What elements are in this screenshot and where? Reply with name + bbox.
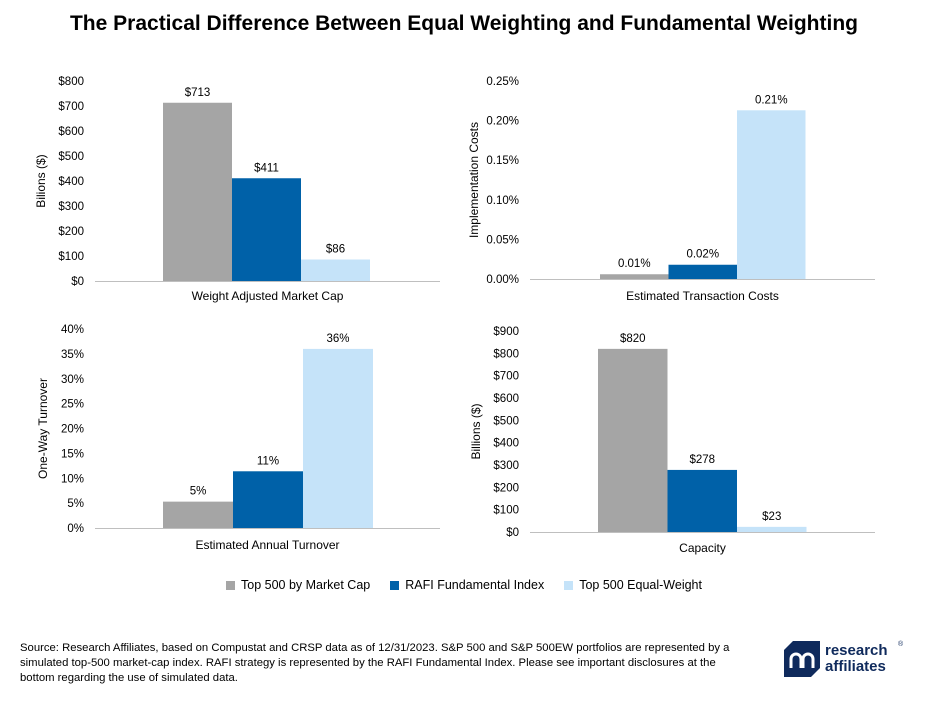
y-tick-label: 35% — [61, 349, 84, 361]
legend-label: Top 500 Equal-Weight — [579, 578, 702, 592]
legend-item-rafi: RAFI Fundamental Index — [390, 578, 544, 592]
y-tick-label: 0% — [67, 523, 84, 535]
data-label: 0.01% — [618, 258, 651, 270]
legend-label: Top 500 by Market Cap — [241, 578, 371, 592]
y-tick-label: $0 — [71, 276, 84, 288]
y-tick-label: $400 — [493, 438, 519, 450]
y-tick-label: 0.15% — [486, 155, 519, 167]
y-tick-label: 25% — [61, 399, 84, 411]
y-tick-label: $500 — [493, 415, 519, 427]
y-axis-label: One-Way Turnover — [36, 378, 50, 479]
bar — [163, 102, 232, 281]
y-tick-label: $800 — [493, 348, 519, 360]
y-axis-label: Billions ($) — [469, 403, 483, 459]
chart-panel-4: $0 $100 $200 $300 $400 $500 $600 $700 $800 $900 $8… — [469, 326, 875, 555]
registered-mark: ® — [898, 641, 904, 648]
y-tick-label: $500 — [58, 151, 84, 163]
x-axis-label: Estimated Transaction Costs — [626, 289, 779, 303]
y-tick-label: $100 — [493, 505, 519, 517]
data-label: 11% — [257, 455, 279, 467]
data-label: 0.21% — [755, 94, 788, 106]
bar — [303, 348, 373, 528]
legend-label: RAFI Fundamental Index — [405, 578, 545, 592]
y-tick-label: $900 — [493, 326, 519, 338]
y-tick-label: 10% — [61, 473, 84, 485]
y-tick-label: 5% — [67, 498, 84, 510]
y-tick-label: $700 — [493, 371, 519, 383]
source-note: Source: Research Affiliates, based on Co… — [20, 642, 730, 684]
y-axis-label: Implementation Costs — [467, 122, 481, 238]
legend-item-market-cap: Top 500 by Market Cap — [226, 578, 370, 592]
y-tick-label: 15% — [61, 448, 84, 460]
y-tick-label: 0.20% — [486, 116, 519, 128]
bar — [737, 526, 807, 532]
chart-panel-2: 0.00% 0.05% 0.10% 0.15% 0.20% 0.25% 0.01% 0.02%… — [467, 76, 875, 303]
bar — [668, 264, 737, 279]
legend-swatch — [226, 580, 235, 590]
legend-swatch — [390, 580, 400, 590]
bar — [737, 110, 806, 279]
y-tick-label: 20% — [61, 424, 84, 436]
research-affiliates-logo: research affiliates ® — [784, 641, 904, 681]
data-label: $820 — [620, 333, 646, 345]
logo-wordmark: research affiliates — [825, 643, 888, 675]
y-tick-label: $200 — [493, 482, 519, 494]
charts-canvas: $0 $100 $200 $300 $400 $500 $600 $700 $800 $713 $4… — [34, 76, 875, 555]
legend: Top 500 by Market Cap RAFI Fundamental I… — [0, 578, 928, 592]
legend-swatch — [564, 580, 574, 590]
y-tick-label: $0 — [506, 527, 519, 539]
y-tick-label: 0.25% — [486, 76, 519, 88]
y-tick-label: 40% — [61, 324, 84, 336]
legend-item-equal-weight: Top 500 Equal-Weight — [564, 578, 702, 592]
y-tick-label: $600 — [493, 393, 519, 405]
y-tick-label: $300 — [493, 460, 519, 472]
y-tick-label: 0.00% — [486, 274, 519, 286]
bar — [301, 259, 370, 281]
y-axis-label: Bilions ($) — [34, 154, 48, 207]
y-tick-label: $100 — [58, 251, 84, 263]
bar — [163, 501, 233, 528]
chart-panel-1: $0 $100 $200 $300 $400 $500 $600 $700 $800 $713 $4… — [34, 76, 440, 303]
data-label: $23 — [762, 511, 781, 523]
data-label: 0.02% — [686, 249, 719, 261]
bar — [232, 178, 301, 281]
y-tick-label: 0.05% — [486, 234, 519, 246]
y-tick-label: $300 — [58, 201, 84, 213]
chart-panel-3: 0% 5% 10% 15% 20% 25% 30% 35% 40% 5% 11% 36% Estimat… — [36, 324, 440, 552]
y-tick-label: $200 — [58, 226, 84, 238]
logo-line-affiliates: affiliates — [825, 658, 886, 675]
y-tick-label: $600 — [58, 126, 84, 138]
logo-mark-icon — [784, 641, 820, 677]
y-tick-label: $800 — [58, 76, 84, 88]
y-tick-label: 0.10% — [486, 195, 519, 207]
x-axis-label: Estimated Annual Turnover — [195, 538, 339, 552]
data-label: $86 — [326, 244, 345, 256]
data-label: $713 — [185, 87, 211, 99]
y-tick-label: 30% — [61, 374, 84, 386]
data-label: 36% — [326, 333, 349, 345]
data-label: $278 — [689, 454, 715, 466]
bar — [600, 274, 669, 279]
x-axis-label: Capacity — [679, 541, 726, 555]
data-label: 5% — [190, 486, 207, 498]
x-axis-label: Weight Adjusted Market Cap — [192, 289, 344, 303]
data-label: $411 — [254, 162, 279, 174]
bar — [233, 471, 303, 528]
logo-line-research: research — [825, 642, 888, 659]
bar — [598, 348, 668, 532]
y-tick-label: $700 — [58, 101, 84, 113]
y-tick-label: $400 — [58, 176, 84, 188]
bar — [667, 469, 737, 532]
page-title: The Practical Difference Between Equal W… — [69, 12, 858, 35]
